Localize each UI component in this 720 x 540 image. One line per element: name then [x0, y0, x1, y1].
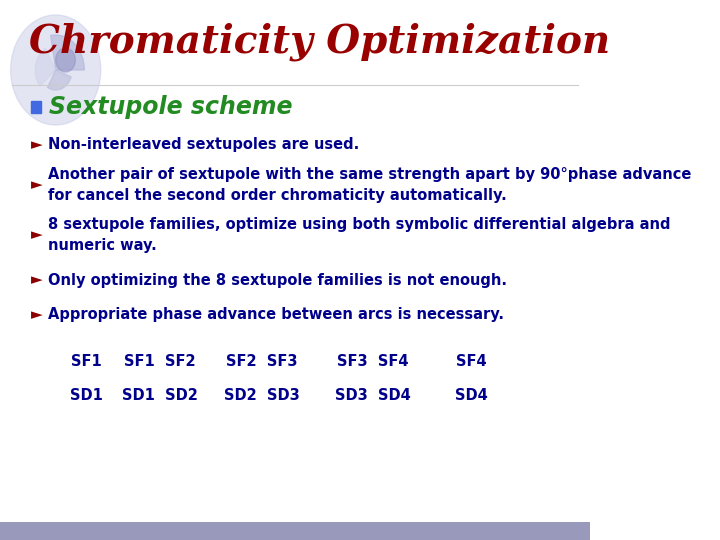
Circle shape — [11, 15, 101, 125]
Wedge shape — [48, 70, 71, 90]
Wedge shape — [35, 49, 55, 86]
Text: SD2  SD3: SD2 SD3 — [224, 388, 300, 402]
Text: SF3  SF4: SF3 SF4 — [337, 354, 408, 369]
Text: SF2  SF3: SF2 SF3 — [226, 354, 298, 369]
Text: ►: ► — [31, 178, 43, 192]
Text: 8 sextupole families, optimize using both symbolic differential algebra and
nume: 8 sextupole families, optimize using bot… — [48, 217, 670, 253]
Text: Appropriate phase advance between arcs is necessary.: Appropriate phase advance between arcs i… — [48, 307, 503, 322]
FancyBboxPatch shape — [31, 101, 41, 113]
Text: Another pair of sextupole with the same strength apart by 90°phase advance
for c: Another pair of sextupole with the same … — [48, 167, 691, 203]
Text: ►: ► — [31, 227, 43, 242]
Text: SD3  SD4: SD3 SD4 — [335, 388, 410, 402]
Text: SD1: SD1 — [70, 388, 102, 402]
Text: SD4: SD4 — [454, 388, 487, 402]
Text: Non-interleaved sextupoles are used.: Non-interleaved sextupoles are used. — [48, 138, 359, 152]
Text: ►: ► — [31, 138, 43, 152]
Text: ►: ► — [31, 307, 43, 322]
Circle shape — [55, 48, 76, 72]
Wedge shape — [50, 35, 84, 70]
Text: Chromaticity Optimization: Chromaticity Optimization — [29, 23, 610, 61]
Text: SF1: SF1 — [71, 354, 102, 369]
Text: SF1  SF2: SF1 SF2 — [124, 354, 196, 369]
Bar — [0, 522, 590, 540]
Text: SD1  SD2: SD1 SD2 — [122, 388, 198, 402]
Text: SF4: SF4 — [456, 354, 486, 369]
Text: Sextupole scheme: Sextupole scheme — [49, 95, 292, 119]
Text: Only optimizing the 8 sextupole families is not enough.: Only optimizing the 8 sextupole families… — [48, 273, 506, 287]
Text: ►: ► — [31, 273, 43, 287]
